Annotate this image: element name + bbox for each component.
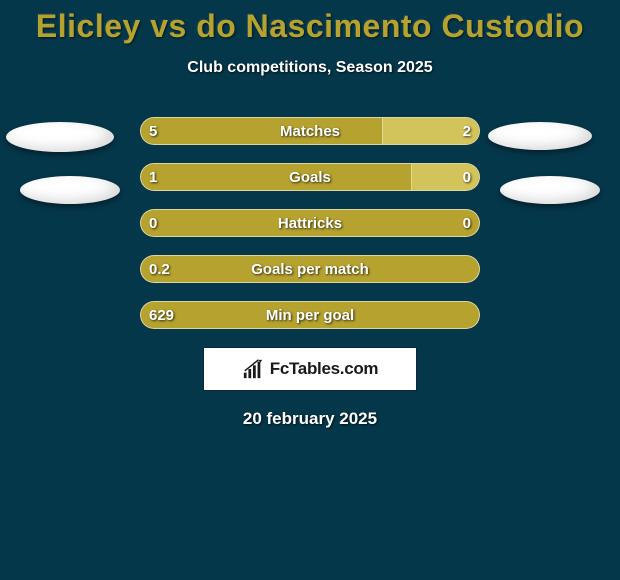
stat-bar: 629Min per goal: [140, 301, 480, 329]
stat-value-left: 629: [149, 302, 174, 329]
logo-text: FcTables.com: [270, 359, 379, 379]
fctables-logo-icon: [242, 358, 264, 380]
page-title: Elicley vs do Nascimento Custodio: [0, 0, 620, 45]
stat-bar: 10Goals: [140, 163, 480, 191]
stat-value-left: 0: [149, 210, 157, 237]
stat-label: Min per goal: [141, 302, 479, 329]
avatar-placeholder: [20, 176, 120, 204]
stat-label: Goals per match: [141, 256, 479, 283]
stat-value-left: 5: [149, 118, 157, 145]
stat-bar: 0.2Goals per match: [140, 255, 480, 283]
stat-row: 0.2Goals per match: [0, 255, 620, 283]
date-text: 20 february 2025: [0, 409, 620, 429]
stat-bar: 52Matches: [140, 117, 480, 145]
avatar-placeholder: [488, 122, 592, 150]
subtitle: Club competitions, Season 2025: [0, 59, 620, 77]
stat-label: Hattricks: [141, 210, 479, 237]
stat-bar: 0 0Hattricks: [140, 209, 480, 237]
stat-value-left: 0.2: [149, 256, 170, 283]
stat-value-right: 0: [463, 164, 471, 191]
stat-value-right: 0: [463, 210, 471, 237]
avatar-placeholder: [500, 176, 600, 204]
stat-value-left: 1: [149, 164, 157, 191]
stat-value-right: 2: [463, 118, 471, 145]
stat-row: 0 0Hattricks: [0, 209, 620, 237]
avatar-placeholder: [6, 122, 114, 152]
logo-box: FcTables.com: [203, 347, 417, 391]
stat-row: 629Min per goal: [0, 301, 620, 329]
